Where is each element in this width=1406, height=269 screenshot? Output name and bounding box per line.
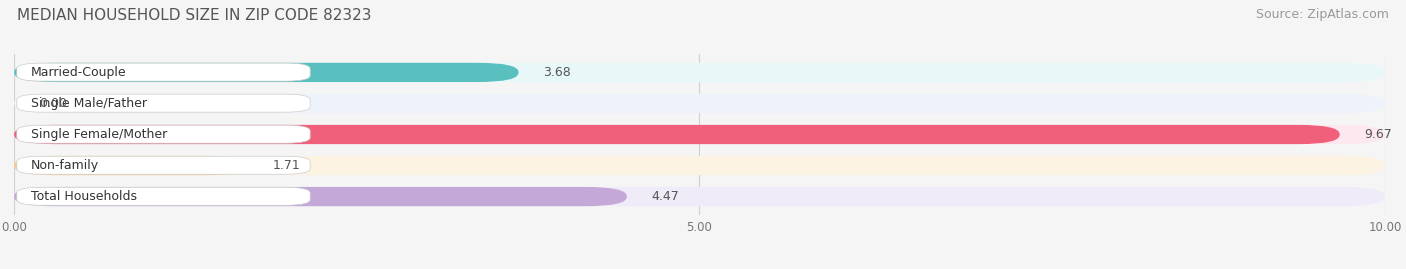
FancyBboxPatch shape bbox=[14, 125, 1385, 144]
FancyBboxPatch shape bbox=[14, 156, 1385, 175]
Text: 3.68: 3.68 bbox=[543, 66, 571, 79]
Text: 4.47: 4.47 bbox=[651, 190, 679, 203]
Text: Single Female/Mother: Single Female/Mother bbox=[31, 128, 167, 141]
Text: 9.67: 9.67 bbox=[1364, 128, 1392, 141]
FancyBboxPatch shape bbox=[17, 187, 311, 205]
FancyBboxPatch shape bbox=[14, 156, 249, 175]
FancyBboxPatch shape bbox=[14, 94, 1385, 113]
Text: Married-Couple: Married-Couple bbox=[31, 66, 127, 79]
Text: Source: ZipAtlas.com: Source: ZipAtlas.com bbox=[1256, 8, 1389, 21]
Text: 0.00: 0.00 bbox=[39, 97, 66, 110]
Text: MEDIAN HOUSEHOLD SIZE IN ZIP CODE 82323: MEDIAN HOUSEHOLD SIZE IN ZIP CODE 82323 bbox=[17, 8, 371, 23]
FancyBboxPatch shape bbox=[14, 187, 627, 206]
FancyBboxPatch shape bbox=[14, 187, 1385, 206]
FancyBboxPatch shape bbox=[17, 63, 311, 81]
FancyBboxPatch shape bbox=[14, 63, 519, 82]
Text: Single Male/Father: Single Male/Father bbox=[31, 97, 146, 110]
Text: Total Households: Total Households bbox=[31, 190, 136, 203]
FancyBboxPatch shape bbox=[17, 94, 311, 112]
FancyBboxPatch shape bbox=[17, 125, 311, 143]
Text: Non-family: Non-family bbox=[31, 159, 98, 172]
FancyBboxPatch shape bbox=[14, 63, 1385, 82]
FancyBboxPatch shape bbox=[14, 125, 1340, 144]
Text: 1.71: 1.71 bbox=[273, 159, 301, 172]
FancyBboxPatch shape bbox=[17, 156, 311, 174]
